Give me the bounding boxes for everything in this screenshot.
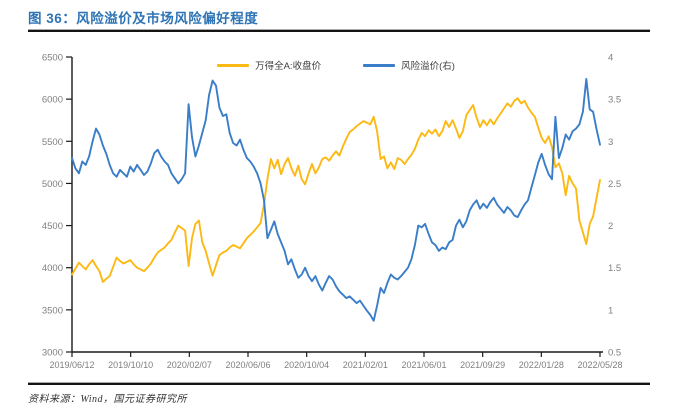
- title-divider: [28, 29, 650, 32]
- x-axis-label: 2021/06/01: [401, 360, 446, 370]
- wind-all-a-line: [71, 97, 601, 283]
- legend-swatch-risk-premium: [363, 63, 396, 67]
- x-axis-label: 2020/10/04: [284, 360, 329, 370]
- y-axis-left-label: 4000: [42, 263, 63, 274]
- y-axis-left-label: 3500: [42, 305, 63, 316]
- y-axis-right-label: 1: [608, 305, 613, 316]
- x-axis-label: 2021/09/29: [460, 360, 505, 370]
- y-axis-left-label: 3000: [42, 348, 63, 359]
- legend-swatch-wind-all-a: [217, 63, 250, 67]
- legend-item-wind-all-a: 万得全A:收盘价: [217, 58, 321, 72]
- y-axis-left-label: 4500: [42, 221, 63, 232]
- legend-label: 风险溢价(右): [401, 61, 455, 72]
- x-axis-label: 2022/01/28: [519, 360, 564, 370]
- figure-title: 图 36：风险溢价及市场风险偏好程度: [28, 11, 259, 26]
- y-axis-right-label: 2: [608, 221, 613, 232]
- y-axis-left-label: 6500: [42, 53, 63, 64]
- legend-label: 万得全A:收盘价: [255, 61, 322, 72]
- y-axis-left-label: 5500: [42, 137, 63, 148]
- risk-premium-line: [71, 77, 601, 322]
- y-axis-right-label: 3.5: [608, 95, 621, 106]
- legend: 万得全A:收盘价 风险溢价(右): [72, 58, 600, 72]
- y-axis-left-label: 6000: [42, 95, 63, 106]
- x-axis-label: 2020/06/06: [225, 360, 270, 370]
- y-axis-right-label: 3: [608, 137, 613, 148]
- legend-item-risk-premium: 风险溢价(右): [363, 58, 455, 72]
- y-axis-right-label: 2.5: [608, 179, 621, 190]
- y-axis-right-label: 4: [608, 53, 613, 64]
- y-axis-left-label: 5000: [42, 179, 63, 190]
- x-axis-label: 2019/06/12: [49, 360, 94, 370]
- source-note: 资料来源：Wind，国元证券研究所: [28, 394, 188, 405]
- y-axis-right-label: 0.5: [608, 348, 621, 359]
- x-axis-label: 2022/05/28: [577, 360, 622, 370]
- x-axis-label: 2019/10/10: [108, 360, 153, 370]
- y-axis-right-label: 1.5: [608, 263, 621, 274]
- x-axis-label: 2021/02/01: [343, 360, 388, 370]
- x-axis-label: 2020/02/07: [167, 360, 212, 370]
- footer-divider: [28, 382, 650, 385]
